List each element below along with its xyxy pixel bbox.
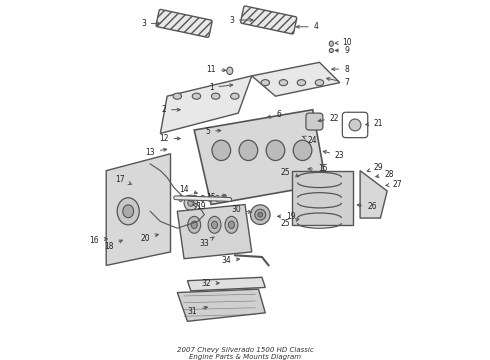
Ellipse shape bbox=[194, 195, 197, 202]
Text: 34: 34 bbox=[221, 256, 240, 265]
Ellipse shape bbox=[261, 80, 270, 86]
Text: 18: 18 bbox=[104, 240, 122, 251]
Polygon shape bbox=[252, 62, 340, 96]
Text: 29: 29 bbox=[367, 163, 384, 172]
Text: 24: 24 bbox=[302, 136, 318, 145]
Ellipse shape bbox=[231, 93, 239, 99]
Ellipse shape bbox=[192, 93, 201, 99]
Ellipse shape bbox=[191, 221, 197, 229]
Ellipse shape bbox=[212, 140, 231, 161]
Ellipse shape bbox=[315, 80, 324, 86]
Ellipse shape bbox=[279, 80, 288, 86]
FancyBboxPatch shape bbox=[241, 6, 297, 34]
Ellipse shape bbox=[266, 140, 285, 161]
Text: 33: 33 bbox=[199, 237, 214, 248]
Ellipse shape bbox=[200, 195, 205, 202]
Text: 3: 3 bbox=[229, 15, 253, 24]
Ellipse shape bbox=[228, 221, 235, 229]
Text: 19: 19 bbox=[193, 202, 206, 211]
Text: 19: 19 bbox=[278, 212, 295, 221]
Text: 5: 5 bbox=[205, 127, 221, 136]
Polygon shape bbox=[188, 277, 265, 291]
Text: 21: 21 bbox=[366, 119, 384, 128]
Text: 23: 23 bbox=[323, 150, 344, 160]
Ellipse shape bbox=[222, 195, 227, 202]
Ellipse shape bbox=[188, 199, 194, 206]
Ellipse shape bbox=[329, 41, 333, 46]
Ellipse shape bbox=[293, 140, 312, 161]
Text: 7: 7 bbox=[327, 77, 349, 87]
Text: 32: 32 bbox=[201, 279, 219, 288]
Text: 16: 16 bbox=[90, 235, 107, 244]
Text: 13: 13 bbox=[146, 148, 167, 157]
Ellipse shape bbox=[186, 195, 190, 202]
Text: 2: 2 bbox=[161, 105, 180, 114]
Ellipse shape bbox=[225, 216, 238, 233]
Ellipse shape bbox=[184, 195, 197, 211]
Text: 30: 30 bbox=[232, 205, 251, 214]
Ellipse shape bbox=[208, 216, 221, 233]
Text: 9: 9 bbox=[335, 46, 349, 55]
Polygon shape bbox=[360, 171, 387, 218]
Text: 10: 10 bbox=[335, 37, 351, 46]
Text: 12: 12 bbox=[159, 134, 180, 143]
Ellipse shape bbox=[297, 80, 306, 86]
Polygon shape bbox=[177, 204, 252, 259]
FancyBboxPatch shape bbox=[306, 113, 323, 130]
Text: 15: 15 bbox=[308, 165, 328, 174]
Text: 4: 4 bbox=[296, 22, 318, 31]
Ellipse shape bbox=[215, 195, 220, 202]
Polygon shape bbox=[177, 289, 265, 321]
Ellipse shape bbox=[239, 140, 258, 161]
FancyBboxPatch shape bbox=[156, 9, 212, 37]
Text: 2007 Chevy Silverado 1500 HD Classic
Engine Parts & Mounts Diagram: 2007 Chevy Silverado 1500 HD Classic Eng… bbox=[176, 347, 314, 360]
Ellipse shape bbox=[349, 119, 361, 131]
Ellipse shape bbox=[179, 195, 183, 202]
Ellipse shape bbox=[188, 216, 200, 233]
Text: 17: 17 bbox=[115, 175, 131, 184]
Polygon shape bbox=[106, 154, 171, 265]
Text: 31: 31 bbox=[188, 306, 207, 316]
Text: 20: 20 bbox=[140, 234, 158, 243]
Text: 28: 28 bbox=[376, 170, 393, 179]
Text: 11: 11 bbox=[206, 64, 226, 73]
Polygon shape bbox=[160, 76, 252, 134]
Text: 27: 27 bbox=[386, 180, 402, 189]
Ellipse shape bbox=[123, 205, 134, 218]
Ellipse shape bbox=[227, 67, 233, 75]
Ellipse shape bbox=[329, 49, 333, 53]
Text: 25: 25 bbox=[281, 168, 299, 177]
Text: 14: 14 bbox=[179, 185, 197, 194]
Text: 26: 26 bbox=[357, 202, 377, 211]
Text: 6: 6 bbox=[268, 110, 281, 119]
Ellipse shape bbox=[211, 93, 220, 99]
Text: 25: 25 bbox=[281, 219, 299, 228]
Ellipse shape bbox=[258, 212, 263, 217]
Text: 22: 22 bbox=[318, 114, 340, 123]
Ellipse shape bbox=[173, 93, 181, 99]
Polygon shape bbox=[194, 110, 326, 204]
Ellipse shape bbox=[117, 198, 139, 225]
Text: 8: 8 bbox=[332, 64, 349, 73]
Ellipse shape bbox=[212, 221, 218, 229]
Polygon shape bbox=[293, 171, 353, 225]
Ellipse shape bbox=[255, 209, 266, 220]
Text: 1: 1 bbox=[209, 83, 233, 92]
Ellipse shape bbox=[250, 205, 270, 225]
Ellipse shape bbox=[208, 195, 212, 202]
Text: 15: 15 bbox=[206, 193, 226, 202]
Text: 3: 3 bbox=[141, 19, 160, 28]
